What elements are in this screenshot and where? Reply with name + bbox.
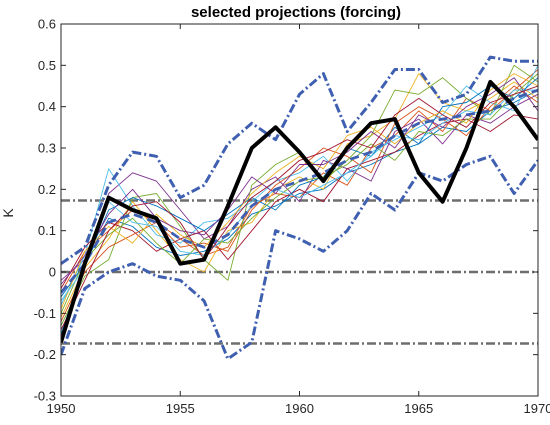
y-tick-label: 0.2	[38, 182, 56, 197]
y-tick-label: 0.1	[38, 223, 56, 238]
series-group	[61, 55, 538, 361]
ensemble-line-8	[61, 85, 538, 322]
x-tick-label: 1970	[524, 401, 550, 416]
x-tick-label: 1965	[404, 401, 433, 416]
ensemble-line-6	[61, 114, 538, 289]
x-tick-label: 1960	[285, 401, 314, 416]
ensemble-line-9	[61, 73, 538, 310]
y-tick-label: -0.2	[34, 347, 56, 362]
ensemble-line-10	[61, 77, 538, 285]
ensemble-line-13	[61, 85, 538, 331]
x-tick-label: 1950	[47, 401, 76, 416]
y-tick-label: 0.5	[38, 58, 56, 73]
plot-background	[61, 24, 538, 396]
y-tick-label: 0.6	[38, 17, 56, 32]
y-tick-label: -0.1	[34, 306, 56, 321]
y-tick-label: 0	[49, 265, 56, 280]
chart-title: selected projections (forcing)	[191, 4, 401, 21]
observations-line	[61, 79, 538, 343]
ensemble-mean-line	[61, 88, 538, 294]
y-axis-label: K	[0, 208, 16, 218]
y-tick-label: 0.3	[38, 141, 56, 156]
plot-area: 1950 1955 1960 1965 1970 -0.3 -0.2 -0.1 0 0.1 0.2 0…	[34, 17, 550, 417]
x-tick-label: 1955	[166, 401, 195, 416]
y-tick-label: 0.4	[38, 99, 56, 114]
envelope-upper-line	[61, 55, 538, 265]
y-tick-label: -0.3	[34, 389, 56, 404]
ensemble-line-7	[61, 77, 538, 298]
